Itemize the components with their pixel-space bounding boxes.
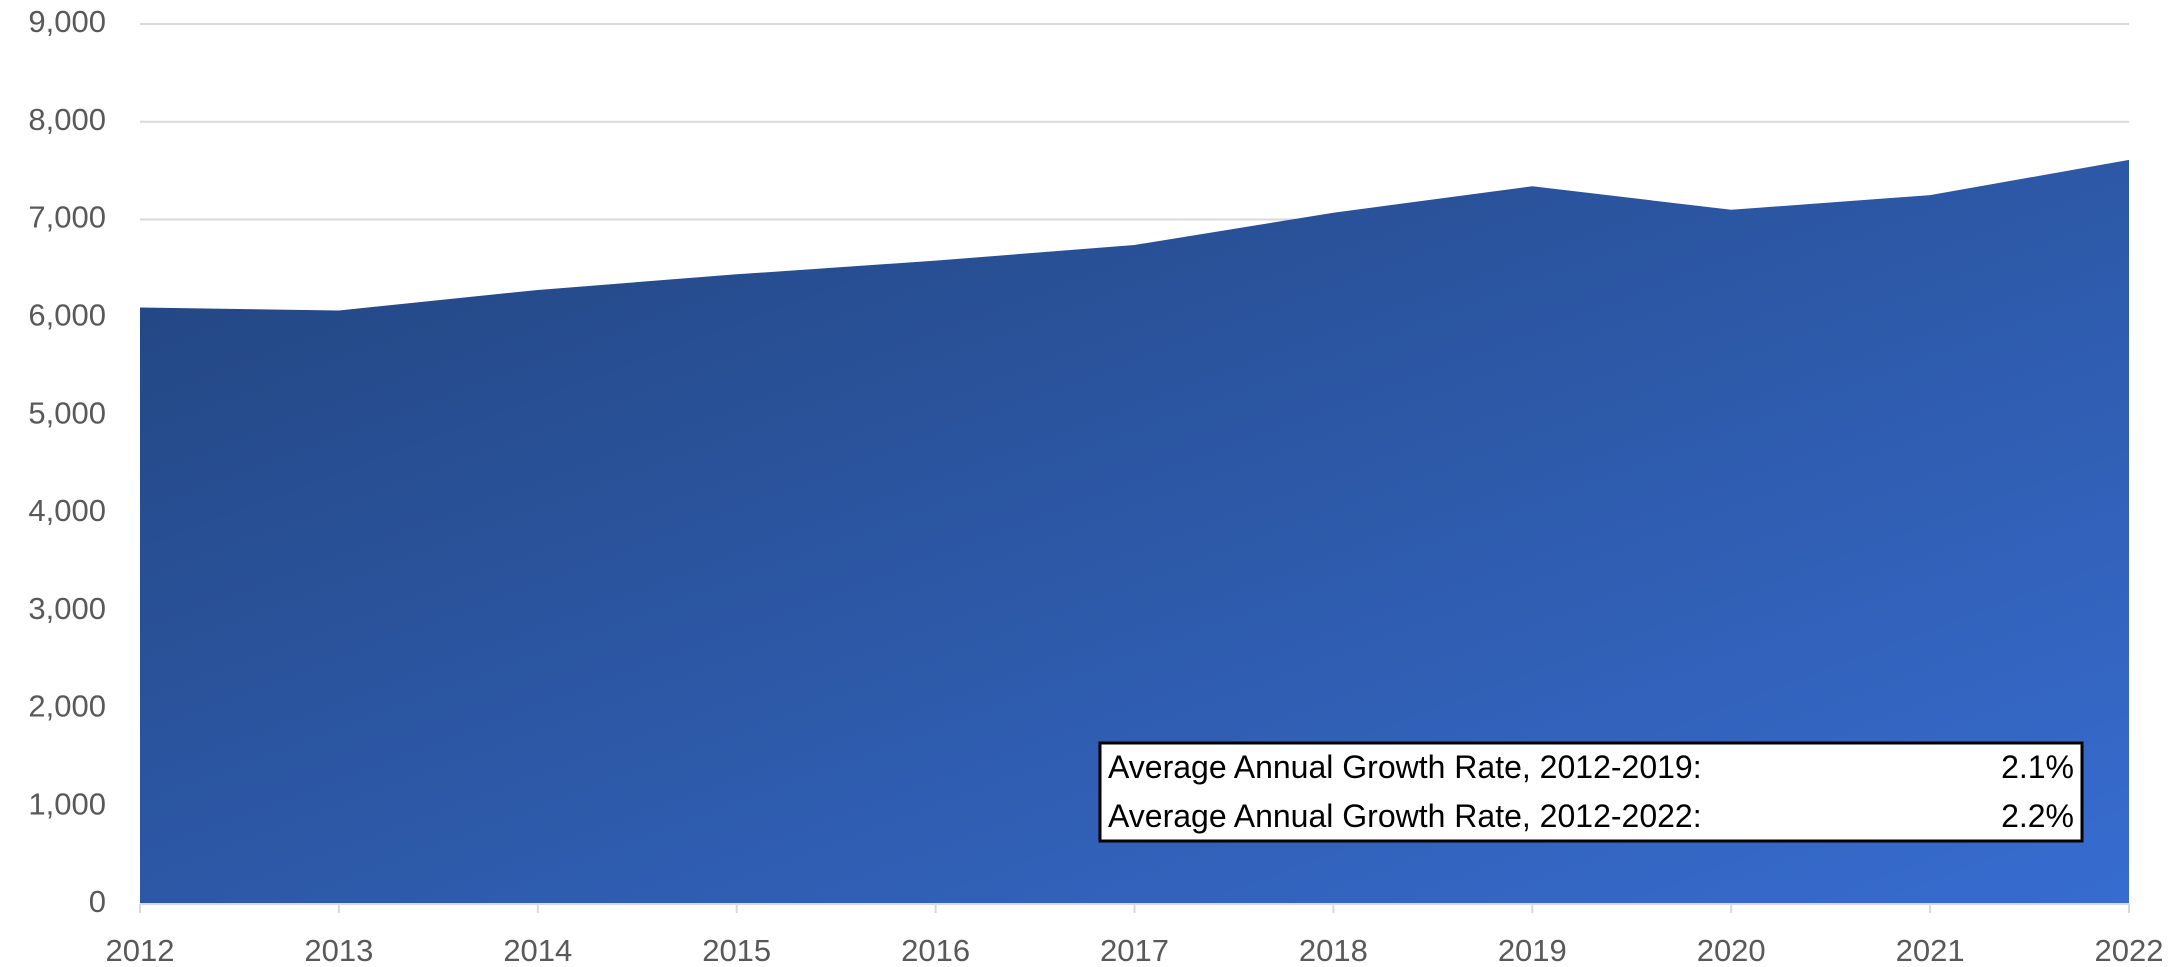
x-tick-label: 2013 <box>304 933 373 967</box>
x-tick-label: 2015 <box>702 933 771 967</box>
x-tick-label: 2018 <box>1299 933 1368 967</box>
annotation-label: Average Annual Growth Rate, 2012-2019: <box>1108 749 1702 785</box>
x-tick-label: 2021 <box>1896 933 1965 967</box>
annotation-frame <box>1098 741 2084 843</box>
y-tick-label: 5,000 <box>28 395 106 430</box>
annotation-value: 2.2% <box>2001 798 2074 834</box>
annotation-label: Average Annual Growth Rate, 2012-2022: <box>1108 798 1702 834</box>
plot-area <box>140 159 2129 904</box>
x-tick-label: 2016 <box>901 933 970 967</box>
y-tick-label: 0 <box>89 884 106 919</box>
y-tick-label: 8,000 <box>28 102 106 137</box>
x-tick-label: 2020 <box>1697 933 1766 967</box>
y-tick-label: 3,000 <box>28 591 106 626</box>
y-tick-label: 6,000 <box>28 298 106 333</box>
annotation-box: Average Annual Growth Rate, 2012-2019: 2.… <box>1098 741 2084 843</box>
y-tick-label: 2,000 <box>28 689 106 724</box>
x-tick-label: 2017 <box>1100 933 1169 967</box>
annotation-value: 2.1% <box>2001 749 2074 785</box>
y-tick-label: 9,000 <box>28 4 106 39</box>
axes: 0 1,000 2,000 3,000 4,000 5,000 6,000 7,000 8,00… <box>28 4 2163 967</box>
x-tick-label: 2019 <box>1498 933 1567 967</box>
y-tick-label: 7,000 <box>28 200 106 235</box>
x-tick-label: 2012 <box>106 933 175 967</box>
y-tick-label: 4,000 <box>28 493 106 528</box>
area <box>140 159 2129 904</box>
x-tick-label: 2022 <box>2095 933 2164 967</box>
x-tick-label: 2014 <box>503 933 572 967</box>
y-tick-label: 1,000 <box>28 786 106 821</box>
